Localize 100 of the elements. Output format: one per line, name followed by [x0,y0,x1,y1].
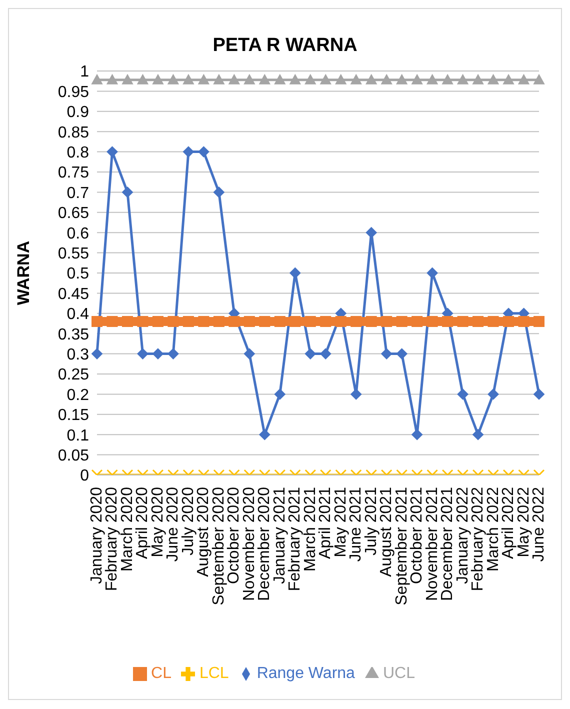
y-tick-label: 0 [80,468,90,485]
legend-label: LCL [199,665,229,682]
x-tick-label: April 2020 [134,486,152,560]
x-tick-label: December 2020 [256,486,274,601]
y-tick-label: 0.45 [58,286,90,303]
x-tick-label: April 2021 [317,486,334,560]
point [106,74,118,84]
point [122,74,133,84]
point [168,74,179,84]
point [259,74,270,84]
point [381,348,392,360]
point [335,74,346,84]
x-tick-label: January 2022 [454,486,472,584]
y-tick-label: 0.05 [58,447,90,464]
y-tick-label: 0.35 [58,326,90,344]
x-tick-label: September 2020 [210,486,228,606]
y-axis-title: WARNA [14,240,34,306]
legend-label: UCL [382,665,415,682]
point [381,74,392,84]
point [350,388,362,400]
y-tick-label: 0.95 [58,84,90,101]
x-tick-label: May 2020 [149,486,166,558]
point [442,74,454,84]
point [92,348,102,360]
point [426,268,438,278]
x-tick-label: November 2021 [424,486,441,601]
x-tick-label: June 2022 [530,486,548,562]
y-tick-label: 0.2 [66,386,90,404]
point [366,74,377,84]
x-tick-label: February 2021 [286,486,304,592]
point [122,186,133,198]
point [290,74,301,84]
y-tick-label: 0.5 [66,266,90,283]
x-tick-label: June 2020 [164,486,182,562]
x-tick-label: April 2022 [500,486,518,560]
x-tick-label: May 2021 [332,486,350,558]
point [244,74,255,84]
x-tick-label: March 2021 [302,486,319,572]
point [488,388,499,400]
y-tick-label: 0.3 [66,346,90,364]
x-tick-label: January 2020 [88,486,106,584]
x-tick-label: October 2020 [226,486,243,584]
point [198,74,210,84]
point [472,74,484,84]
point [274,388,286,400]
point [228,74,240,84]
x-tick-label: May 2022 [515,486,532,558]
point [350,74,362,84]
point [137,74,148,84]
point [182,146,194,158]
point [396,74,408,84]
point [244,348,255,360]
x-tick-label: September 2021 [393,486,410,606]
point [503,74,514,84]
point [259,429,270,440]
y-tick-label: 1 [80,64,90,81]
point [457,388,468,400]
point [534,74,544,84]
y-tick-label: 0.6 [66,225,90,242]
x-tick-label: July 2021 [362,486,380,556]
point [518,74,530,84]
point [320,74,332,84]
x-tick-label: August 2021 [378,486,396,577]
point [534,316,544,327]
point [412,74,423,84]
point [198,146,210,158]
x-tick-label: August 2020 [195,486,212,577]
y-tick-label: 0.15 [58,407,90,424]
point [488,74,499,84]
x-tick-label: February 2020 [104,486,121,592]
x-tick-label: July 2020 [180,486,197,556]
legend-label: Range Warna [256,665,355,682]
point [92,316,102,327]
point [320,348,332,360]
y-tick-label: 0.8 [66,144,90,162]
point [152,348,164,360]
point [396,348,408,360]
y-tick-label: 0.85 [58,124,90,142]
y-tick-label: 0.7 [66,184,90,202]
point [182,74,194,84]
point [457,74,468,84]
y-tick-label: 0.25 [58,366,90,384]
x-tick-label: March 2020 [118,486,136,572]
x-tick-label: June 2021 [348,486,365,562]
point [168,348,179,360]
point [137,348,148,360]
point [92,74,102,84]
point [274,74,286,84]
point [472,429,484,440]
chart-title: PETA R WARNA [212,34,358,58]
point [152,74,164,84]
point [534,388,544,400]
y-tick-label: 0.4 [66,306,90,324]
y-tick-label: 0.1 [66,427,90,444]
x-tick-label: December 2021 [439,486,456,601]
x-tick-label: February 2022 [470,486,487,592]
x-tick-label: March 2022 [484,486,502,572]
x-tick-label: October 2021 [408,486,426,584]
y-tick-label: 0.65 [58,205,90,222]
point [213,74,224,84]
